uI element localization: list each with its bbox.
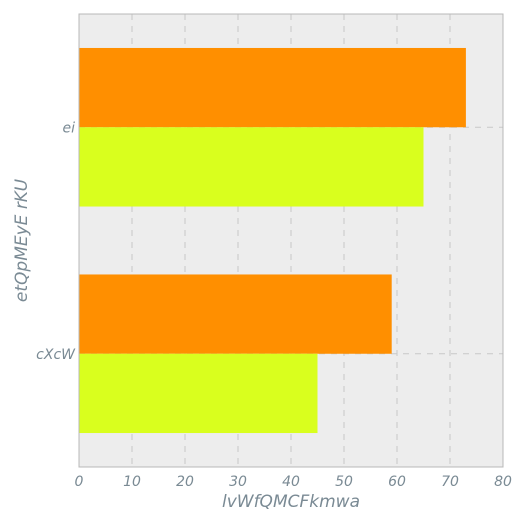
bar-cXcW-series-1 bbox=[79, 274, 392, 354]
x-tick-label: 30 bbox=[229, 474, 247, 490]
x-axis-label: lvWfQMCFkmwa bbox=[222, 492, 360, 512]
y-axis-ticks: ei cXcW bbox=[36, 120, 76, 363]
y-tick-label: ei bbox=[62, 120, 75, 136]
x-tick-label: 20 bbox=[176, 474, 194, 490]
y-axis-label: etQpMEyE rKU bbox=[12, 178, 32, 302]
bar-ei-series-1 bbox=[79, 47, 466, 128]
x-tick-label: 80 bbox=[494, 474, 512, 490]
plot-border bbox=[78, 13, 504, 468]
x-tick-label: 10 bbox=[123, 474, 141, 490]
x-axis-ticks: 0 10 20 30 40 50 60 70 80 bbox=[75, 474, 512, 490]
y-tick-label: cXcW bbox=[36, 347, 76, 363]
x-tick-label: 0 bbox=[75, 474, 84, 490]
x-tick-label: 60 bbox=[388, 474, 406, 490]
bars bbox=[79, 47, 466, 434]
x-tick-label: 40 bbox=[282, 474, 300, 490]
x-tick-label: 70 bbox=[441, 474, 459, 490]
x-tick-label: 50 bbox=[335, 474, 353, 490]
bar-cXcW-series-2 bbox=[79, 353, 318, 434]
bar-ei-series-2 bbox=[79, 127, 424, 207]
